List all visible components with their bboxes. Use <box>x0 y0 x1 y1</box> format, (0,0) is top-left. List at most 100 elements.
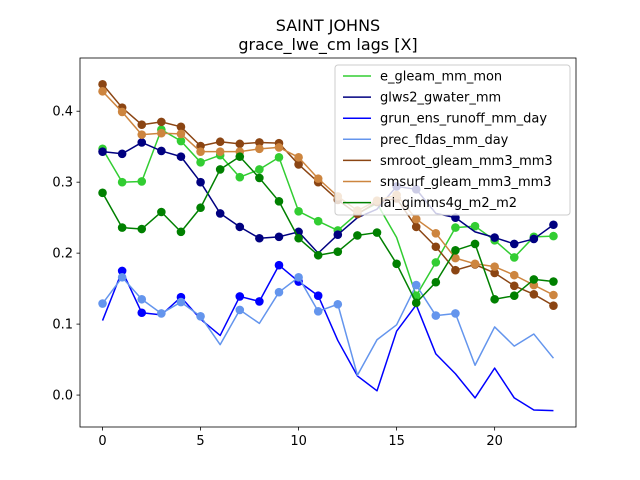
data-point <box>137 138 147 147</box>
data-point <box>294 272 303 282</box>
series-prec_fldas_mm_day <box>98 272 555 376</box>
plot-frame <box>79 57 577 428</box>
data-point <box>411 214 421 224</box>
data-point <box>274 287 284 297</box>
data-point <box>215 147 225 156</box>
data-point <box>274 143 284 152</box>
data-point <box>274 153 284 162</box>
data-point <box>98 87 107 96</box>
data-point <box>509 291 519 301</box>
data-point <box>294 160 303 169</box>
data-point <box>294 153 303 162</box>
data-point <box>490 233 499 242</box>
data-point <box>196 158 205 167</box>
data-point <box>294 206 303 216</box>
data-point <box>451 223 460 232</box>
x-tick-label: 10 <box>290 434 307 449</box>
data-point <box>215 209 225 218</box>
data-point <box>255 144 264 154</box>
data-point <box>235 222 245 232</box>
data-point <box>98 299 107 308</box>
y-tick-label: 0.0 <box>52 389 73 404</box>
data-point <box>157 117 166 127</box>
data-point <box>451 213 460 222</box>
data-point <box>451 309 460 318</box>
legend-label: grun_ens_runoff_mm_day <box>380 112 547 127</box>
data-point <box>274 260 284 270</box>
legend-label: e_gleam_mm_mon <box>380 70 502 85</box>
data-point <box>549 277 558 286</box>
data-point <box>313 291 323 301</box>
data-point <box>529 234 539 244</box>
data-point <box>137 130 147 139</box>
data-point <box>333 299 343 309</box>
data-point <box>196 177 205 187</box>
data-point <box>157 146 166 156</box>
chart-subtitle: grace_lwe_cm lags [X] <box>238 35 417 55</box>
data-point <box>176 129 186 139</box>
data-point <box>176 297 186 307</box>
data-point <box>490 262 499 271</box>
data-point <box>431 242 441 252</box>
data-point <box>313 307 323 316</box>
data-point <box>549 231 558 241</box>
data-point <box>235 139 245 149</box>
data-point <box>137 120 147 129</box>
data-point <box>274 232 284 242</box>
data-point <box>176 227 186 237</box>
legend-label: glws2_gwater_mm <box>380 91 501 106</box>
data-point <box>196 203 205 213</box>
data-point <box>509 281 519 291</box>
data-point <box>509 270 519 280</box>
x-axis: 0 5 10 15 20 <box>98 427 503 449</box>
data-point <box>451 265 460 275</box>
chart-title: SAINT JOHNS <box>276 16 380 35</box>
legend-label: smroot_gleam_mm3_mm3 <box>380 154 553 169</box>
legend-entry: smroot_gleam_mm3_mm3 <box>343 154 553 169</box>
data-point <box>529 290 539 299</box>
data-point <box>117 272 127 282</box>
legend-entry: grun_ens_runoff_mm_day <box>343 112 547 127</box>
data-point <box>431 258 441 267</box>
series-lai_gimms4g_m2_m2 <box>98 152 558 308</box>
data-point <box>451 253 460 263</box>
data-point <box>490 294 499 304</box>
data-point <box>215 165 225 174</box>
x-tick-label: 5 <box>196 434 204 449</box>
data-point <box>157 309 166 318</box>
data-point <box>353 231 362 240</box>
legend-box <box>334 64 571 216</box>
data-point <box>255 138 264 147</box>
x-tick-label: 20 <box>486 434 503 449</box>
legend-entry: smsurf_gleam_mm3_mm3 <box>343 175 552 190</box>
data-point <box>98 79 107 89</box>
data-point <box>235 305 245 315</box>
data-point <box>196 312 205 321</box>
data-point <box>235 152 245 161</box>
data-point <box>549 301 558 310</box>
data-point <box>117 223 127 232</box>
data-point <box>137 294 147 304</box>
data-point <box>509 253 519 262</box>
x-tick-label: 15 <box>388 434 405 449</box>
data-point <box>313 174 323 183</box>
data-point <box>137 177 147 186</box>
legend-entry: lai_gimms4g_m2_m2 <box>343 196 517 211</box>
data-point <box>255 165 264 174</box>
data-point <box>294 233 303 243</box>
series-line <box>101 155 554 304</box>
data-point <box>255 233 264 243</box>
y-tick-label: 0.1 <box>52 318 73 333</box>
data-point <box>431 228 441 238</box>
data-point <box>372 228 382 237</box>
data-point <box>431 277 441 287</box>
legend-entry: glws2_gwater_mm <box>343 91 501 106</box>
data-point <box>235 292 245 301</box>
data-point <box>235 172 245 182</box>
y-axis: 0.0 0.1 0.2 0.3 0.4 <box>52 105 80 404</box>
data-point <box>157 128 166 138</box>
y-tick-label: 0.2 <box>52 247 73 262</box>
legend-label: lai_gimms4g_m2_m2 <box>380 196 517 211</box>
data-point <box>470 259 480 269</box>
data-point <box>313 216 323 226</box>
